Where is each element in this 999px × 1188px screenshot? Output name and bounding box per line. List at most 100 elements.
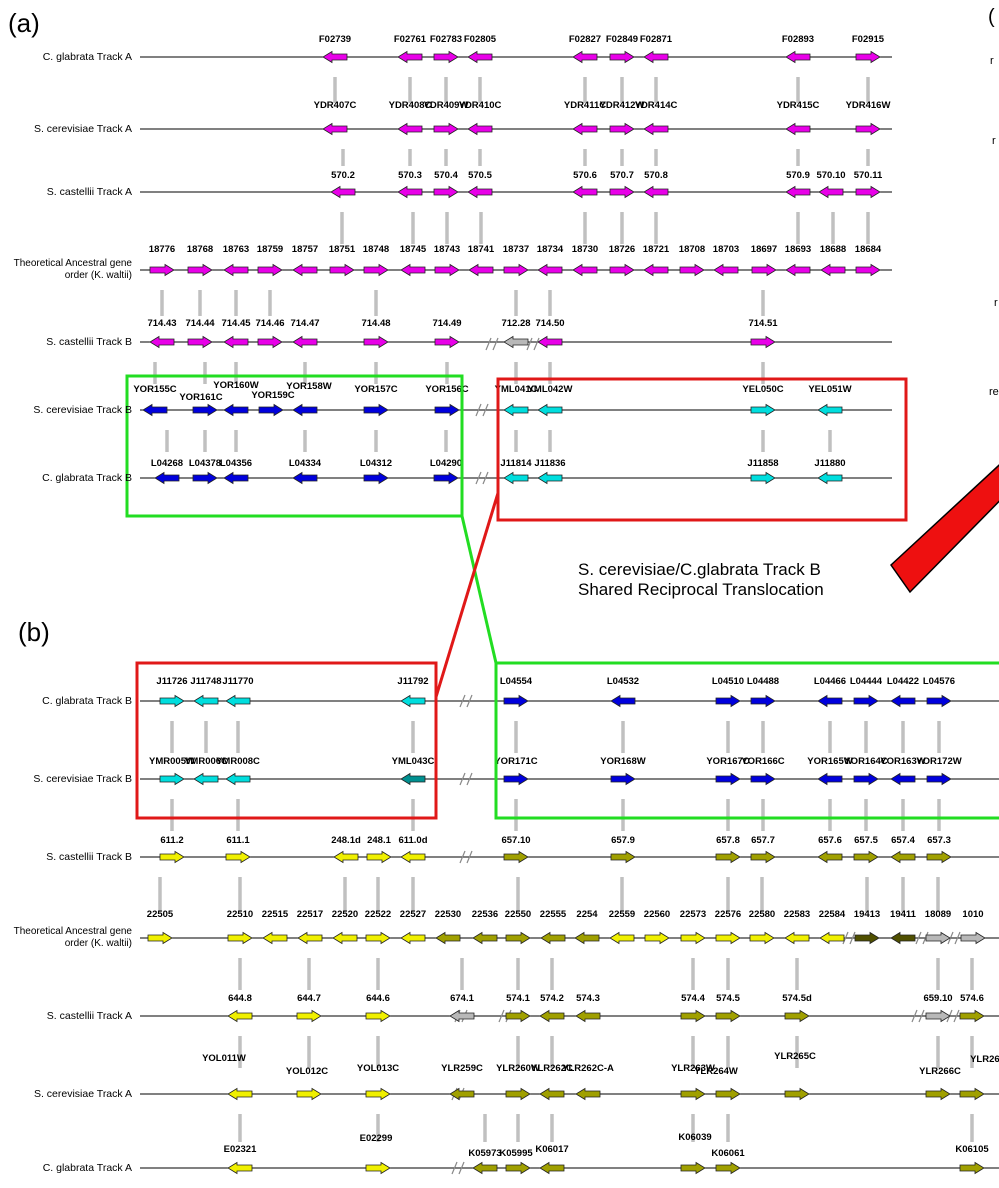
gene-label: 18693 (785, 244, 811, 255)
gene-label: 22550 (505, 909, 531, 920)
gene-label: F02827 (569, 34, 601, 45)
gene-arrow (643, 185, 669, 199)
gene-label: 22527 (400, 909, 426, 920)
gene-label: J11770 (222, 676, 253, 687)
gene-label: 22583 (784, 909, 810, 920)
gene-label: YOR155C (133, 384, 176, 395)
gene-label: 570.3 (398, 170, 422, 181)
gene-label: YOR159C (251, 390, 294, 401)
gene-label: L04422 (887, 676, 919, 687)
gene-arrow (715, 694, 741, 708)
gene-label: YDR414C (635, 100, 678, 111)
gene-arrow (610, 850, 636, 864)
gene-label: 644.6 (366, 993, 390, 1004)
gene-label: L04510 (712, 676, 744, 687)
gene-arrow (817, 694, 843, 708)
gene-arrow (159, 850, 185, 864)
gene-arrow (715, 850, 741, 864)
gene-label: L04290 (430, 458, 462, 469)
gene-arrow (363, 263, 389, 277)
gene-arrow (609, 122, 635, 136)
gene-label: YEL051W (808, 384, 851, 395)
gene-label: 570.10 (816, 170, 845, 181)
gene-arrow (855, 263, 881, 277)
gene-label: 570.6 (573, 170, 597, 181)
track-label: C. glabrata Track A (42, 1162, 132, 1174)
gene-arrow (400, 772, 426, 786)
gene-arrow (817, 850, 843, 864)
gene-label: YLR264W (694, 1066, 738, 1077)
gene-label: YLR259C (441, 1063, 483, 1074)
gene-label: L04488 (747, 676, 779, 687)
gene-arrow (322, 50, 348, 64)
gene-arrow (575, 1009, 601, 1023)
gene-label: L04356 (220, 458, 252, 469)
gene-arrow (400, 263, 426, 277)
gene-label: F02761 (394, 34, 427, 45)
gene-arrow (149, 263, 175, 277)
gene-arrow (643, 50, 669, 64)
gene-label: L04268 (151, 458, 183, 469)
gene-arrow (959, 1087, 985, 1101)
track-break-b (466, 850, 473, 864)
gene-arrow (854, 931, 880, 945)
edge-fragment: r (992, 135, 996, 147)
gene-label: K05995 (499, 1148, 533, 1159)
gene-label: K06061 (711, 1148, 745, 1159)
gene-arrow (262, 931, 288, 945)
gene-label: J11880 (814, 458, 845, 469)
track-break-a (915, 931, 922, 945)
gene-arrow (468, 263, 494, 277)
gene-label: 1010 (962, 909, 983, 920)
gene-label: YLR263W (671, 1063, 715, 1074)
gene-arrow (960, 931, 986, 945)
gene-label: E02299 (360, 1133, 393, 1144)
gene-arrow (330, 185, 356, 199)
track-break-b (954, 931, 961, 945)
edge-fragment: r (994, 297, 998, 309)
gene-arrow (332, 931, 358, 945)
gene-arrow (147, 931, 173, 945)
green-box-a (125, 374, 464, 518)
gene-label: 18684 (855, 244, 882, 255)
gene-arrow (537, 335, 563, 349)
gene-arrow (227, 1087, 253, 1101)
gene-label: 18751 (329, 244, 356, 255)
gene-label: F02871 (640, 34, 673, 45)
gene-arrow (225, 694, 251, 708)
gene-arrow (397, 122, 423, 136)
gene-arrow (227, 931, 253, 945)
gene-label: YOR172W (916, 756, 961, 767)
gene-arrow (925, 931, 951, 945)
gene-label: 22522 (365, 909, 391, 920)
gene-label: 714.51 (748, 318, 778, 329)
gene-arrow (715, 1161, 741, 1175)
gene-label: YLR262C-A (562, 1063, 614, 1074)
gene-arrow (187, 335, 213, 349)
gene-arrow (223, 403, 249, 417)
gene-label: YOR163W (880, 756, 925, 767)
gene-label: 570.4 (434, 170, 458, 181)
gene-arrow (467, 122, 493, 136)
gene-arrow (258, 403, 284, 417)
track-label: C. glabrata Track A (42, 51, 132, 63)
gene-arrow (817, 471, 843, 485)
red-box-a (496, 377, 908, 522)
track-break-b (953, 1009, 960, 1023)
gene-label: 574.1 (506, 993, 530, 1004)
gene-arrow (540, 931, 566, 945)
gene-label: 18741 (468, 244, 495, 255)
gene-label: 18737 (503, 244, 529, 255)
gene-arrow (853, 772, 879, 786)
track-break-b (466, 694, 473, 708)
gene-arrow (397, 50, 423, 64)
track-break-a (459, 850, 466, 864)
gene-label: K06039 (678, 1132, 711, 1143)
gene-arrow (400, 850, 426, 864)
gene-arrow (142, 403, 168, 417)
track-break-b (922, 931, 929, 945)
gene-arrow (572, 122, 598, 136)
gene-label: YMR005W (149, 756, 195, 767)
gene-label: L04334 (289, 458, 322, 469)
gene-label: 570.5 (468, 170, 492, 181)
